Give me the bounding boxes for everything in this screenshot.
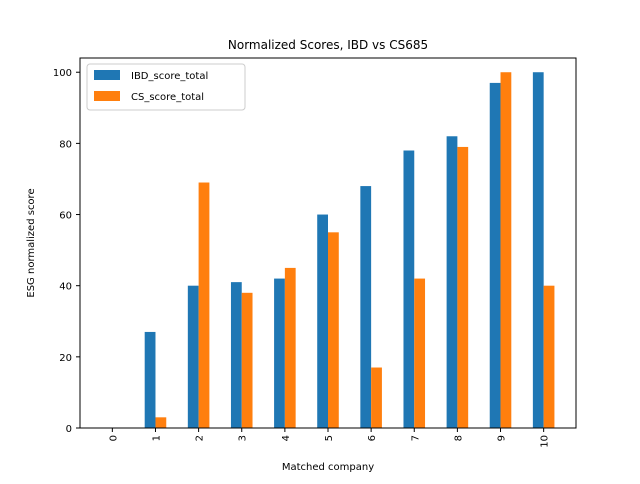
x-tick-label: 0 (108, 435, 119, 441)
bar-ibd-2 (187, 285, 199, 428)
x-tick-label: 9 (497, 435, 508, 441)
legend-box (86, 63, 246, 111)
legend-swatch-cs (94, 91, 120, 101)
bar-cs-10 (543, 285, 555, 428)
bar-cs-4 (284, 267, 296, 428)
x-tick-label: 6 (367, 435, 378, 441)
bar-ibd-1 (144, 331, 156, 428)
x-tick-label: 7 (410, 435, 421, 441)
bar-ibd-7 (403, 150, 415, 428)
x-tick-label: 4 (281, 435, 292, 441)
bar-cs-1 (155, 417, 167, 428)
y-tick-label: 20 (59, 353, 72, 364)
plot-frame (79, 57, 577, 429)
bar-ibd-3 (230, 282, 242, 428)
x-axis-ticks: 0 1 2 3 4 5 6 7 8 9 10 (108, 428, 551, 448)
y-tick-label: 100 (53, 68, 72, 79)
bar-cs-2 (198, 182, 210, 428)
bar-cs-9 (500, 72, 512, 428)
y-tick-label: 0 (66, 424, 72, 435)
x-tick-label: 8 (453, 435, 464, 441)
y-axis-label: ESG normalized score (26, 188, 37, 297)
bar-ibd-5 (317, 214, 328, 428)
bar-cs-8 (457, 146, 469, 428)
bar-cs-3 (241, 292, 253, 428)
x-tick-label: 10 (540, 435, 551, 448)
bar-cs-7 (414, 278, 426, 428)
bar-cs-5 (328, 232, 339, 428)
x-tick-label: 5 (324, 435, 335, 441)
chart-title: Normalized Scores, IBD vs CS685 (228, 38, 428, 52)
x-tick-label: 2 (195, 435, 206, 441)
x-tick-label: 1 (151, 435, 162, 441)
y-tick-label: 60 (59, 211, 72, 222)
bar-ibd-8 (446, 136, 458, 428)
bars-layer (144, 72, 555, 429)
x-tick-label: 3 (238, 435, 249, 441)
bar-cs-6 (371, 367, 382, 428)
y-tick-label: 80 (59, 139, 72, 150)
bar-ibd-6 (360, 186, 372, 428)
bar-ibd-4 (274, 278, 285, 428)
legend-swatch-ibd (94, 70, 120, 80)
legend: IBD_score_total CS_score_total (86, 63, 246, 111)
legend-label-cs: CS_score_total (131, 92, 204, 103)
bar-ibd-10 (532, 72, 544, 428)
y-tick-label: 40 (59, 282, 72, 293)
y-axis-ticks: 0 20 40 60 80 100 (53, 68, 80, 435)
x-axis-label: Matched company (282, 462, 374, 473)
bar-ibd-9 (489, 82, 501, 429)
legend-label-ibd: IBD_score_total (131, 71, 208, 82)
